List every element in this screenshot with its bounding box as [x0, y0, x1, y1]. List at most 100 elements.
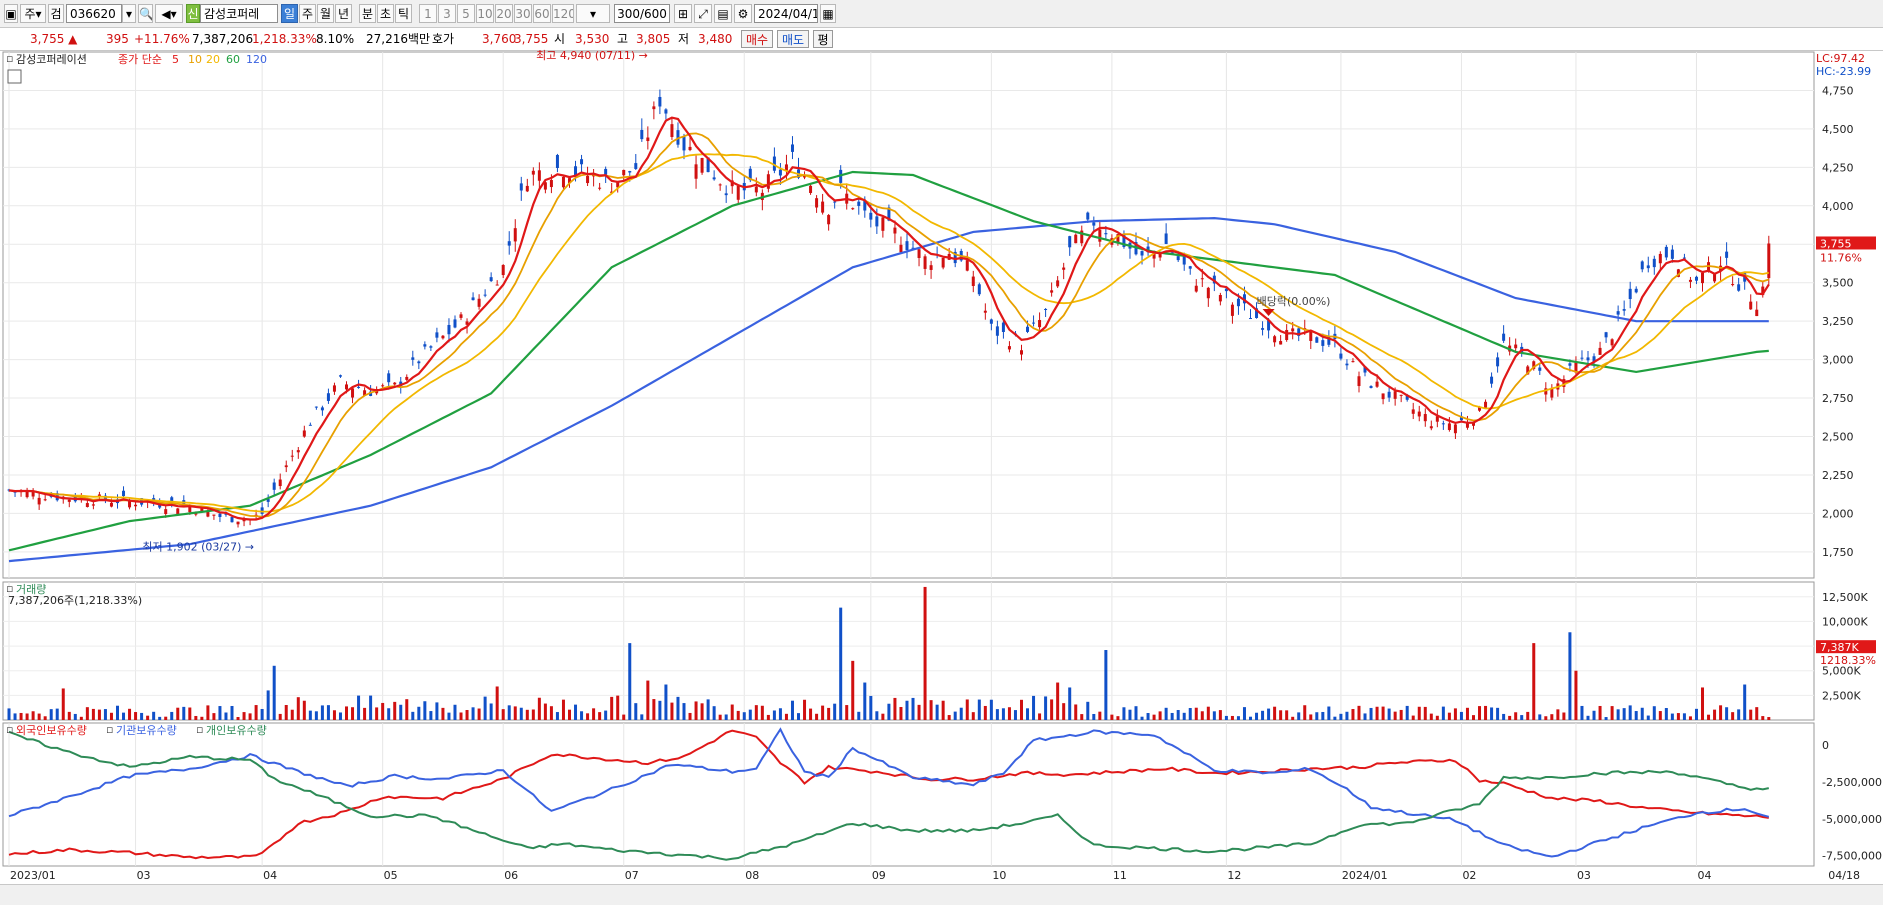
volume-bar: [803, 699, 807, 720]
period-tab-day[interactable]: 일: [281, 4, 298, 23]
volume-bar: [1459, 711, 1463, 720]
candle-body: [230, 517, 234, 523]
interval-30[interactable]: 30: [514, 4, 532, 23]
interval-3[interactable]: 3: [438, 4, 456, 23]
chart-type-select[interactable]: 주▾: [20, 4, 46, 23]
period-tab-year[interactable]: 년: [335, 4, 352, 23]
x-axis-label: 09: [872, 869, 886, 882]
volume-bar: [1176, 710, 1180, 720]
interval-5[interactable]: 5: [457, 4, 475, 23]
candle-body: [1152, 251, 1156, 259]
volume-bar: [1496, 707, 1500, 720]
volume-bar: [1544, 716, 1548, 720]
interval-120[interactable]: 120: [552, 4, 574, 23]
volume-bar: [345, 706, 349, 720]
status-bar: [0, 884, 1883, 905]
volume-bar: [1694, 708, 1698, 720]
volume-subtitle: 7,387,206주(1,218.33%): [8, 594, 142, 607]
search-button[interactable]: 검: [48, 4, 64, 23]
chevron-down-icon[interactable]: ▾: [122, 4, 136, 23]
volume-bar: [1755, 707, 1759, 720]
volume-bar: [676, 696, 680, 720]
volume-bar: [748, 709, 752, 720]
volume-bar: [272, 665, 276, 720]
volume-bar: [1230, 715, 1234, 720]
grid-icon[interactable]: ⊞: [674, 4, 692, 23]
volume-bar: [827, 707, 831, 720]
volume-bar: [200, 716, 204, 720]
volume-bar: [1749, 709, 1753, 720]
interval-60[interactable]: 60: [533, 4, 551, 23]
volume-bar: [284, 704, 288, 720]
volume-bar: [1170, 712, 1174, 720]
data-count-field[interactable]: 300/600: [614, 4, 670, 23]
interval-10[interactable]: 10: [476, 4, 494, 23]
search-icon[interactable]: 🔍: [138, 4, 153, 23]
stock-name-field[interactable]: 감성코퍼레: [200, 4, 278, 23]
candle-body: [1068, 236, 1072, 248]
x-axis-label: 11: [1113, 869, 1127, 882]
volume-bar: [911, 697, 915, 720]
candle-body: [1652, 258, 1656, 268]
volume-bar: [1104, 650, 1108, 720]
volume-bar: [1116, 716, 1120, 720]
volume-bar: [712, 706, 716, 720]
x-axis-label: 05: [384, 869, 398, 882]
candle-body: [833, 201, 837, 203]
candle-body: [43, 499, 47, 501]
period-tab-minute[interactable]: 분: [359, 4, 376, 23]
last-price-tag: [1816, 236, 1876, 250]
period-tab-tick[interactable]: 틱: [395, 4, 412, 23]
interval-20[interactable]: 20: [495, 4, 513, 23]
candle-body: [1218, 294, 1222, 302]
volume-bar: [736, 710, 740, 720]
volume-bar: [1146, 713, 1150, 720]
volume-bar: [543, 703, 547, 720]
date-input[interactable]: 2024/04/18: [754, 4, 818, 23]
candle-body: [905, 241, 909, 251]
volume-bar: [1658, 711, 1662, 720]
candle-body: [1104, 233, 1108, 235]
candle-body: [1550, 387, 1554, 398]
volume-bar: [537, 697, 541, 720]
candle-body: [103, 495, 107, 501]
eval-button[interactable]: 평: [813, 30, 833, 48]
candle-body: [1598, 347, 1602, 355]
period-tab-week[interactable]: 주: [299, 4, 316, 23]
candle-body: [1381, 393, 1385, 400]
price-axis-label: 4,750: [1822, 84, 1854, 97]
candle-body: [1393, 391, 1397, 399]
candle-body: [308, 424, 312, 426]
candle-body: [543, 182, 547, 190]
volume-bar: [1453, 708, 1457, 720]
interval-1[interactable]: 1: [419, 4, 437, 23]
volume-bar: [1339, 713, 1343, 720]
candle-body: [688, 146, 692, 151]
volume-bar: [1737, 709, 1741, 720]
stock-code-input[interactable]: 036620: [66, 4, 122, 23]
sell-button[interactable]: 매도: [777, 30, 809, 48]
calendar-icon[interactable]: ▦: [820, 4, 836, 23]
interval-custom-select[interactable]: ▾: [576, 4, 610, 23]
candle-body: [917, 249, 921, 258]
volume-bar: [429, 711, 433, 720]
volume-bar: [1056, 682, 1060, 720]
period-tab-second[interactable]: 초: [377, 4, 394, 23]
gear-icon[interactable]: ⚙: [734, 4, 752, 23]
period-tab-month[interactable]: 월: [317, 4, 334, 23]
speaker-icon[interactable]: ◀▾: [155, 4, 183, 23]
volume-bar: [182, 706, 186, 720]
expand-icon[interactable]: ⤢: [694, 4, 712, 23]
investor-axis-label: -5,000,000: [1822, 813, 1882, 826]
buy-button[interactable]: 매수: [741, 30, 773, 48]
volume-bar: [1242, 707, 1246, 720]
save-icon[interactable]: ▤: [714, 4, 732, 23]
candle-body: [200, 506, 204, 512]
candle-body: [296, 450, 300, 453]
volume-bar: [833, 703, 837, 720]
chart-settings-icon[interactable]: ▣: [4, 4, 18, 23]
candle-body: [1032, 322, 1036, 324]
volume-bar: [1369, 707, 1373, 720]
volume-bar: [1080, 714, 1084, 720]
foreign-legend: 외국인보유수량: [16, 724, 87, 737]
